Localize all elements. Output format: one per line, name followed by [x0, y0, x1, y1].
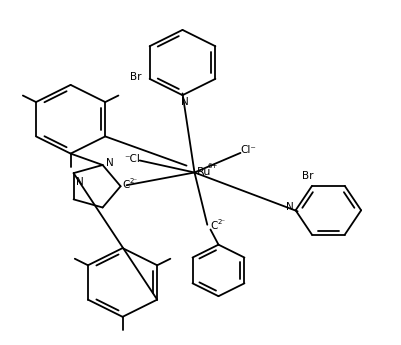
Text: 2⁻: 2⁻ — [217, 219, 225, 225]
Text: N: N — [286, 202, 294, 212]
Text: C: C — [123, 180, 130, 190]
Text: N: N — [180, 97, 188, 107]
Text: ⁻Cl: ⁻Cl — [125, 154, 140, 164]
Text: Ru: Ru — [196, 167, 211, 177]
Text: Br: Br — [130, 72, 142, 82]
Text: C: C — [211, 221, 218, 231]
Text: 6+: 6+ — [207, 163, 218, 169]
Text: N: N — [75, 177, 83, 187]
Text: 2⁻: 2⁻ — [130, 178, 138, 185]
Text: N: N — [106, 158, 113, 168]
Text: Cl⁻: Cl⁻ — [241, 145, 256, 155]
Text: Br: Br — [302, 171, 314, 181]
